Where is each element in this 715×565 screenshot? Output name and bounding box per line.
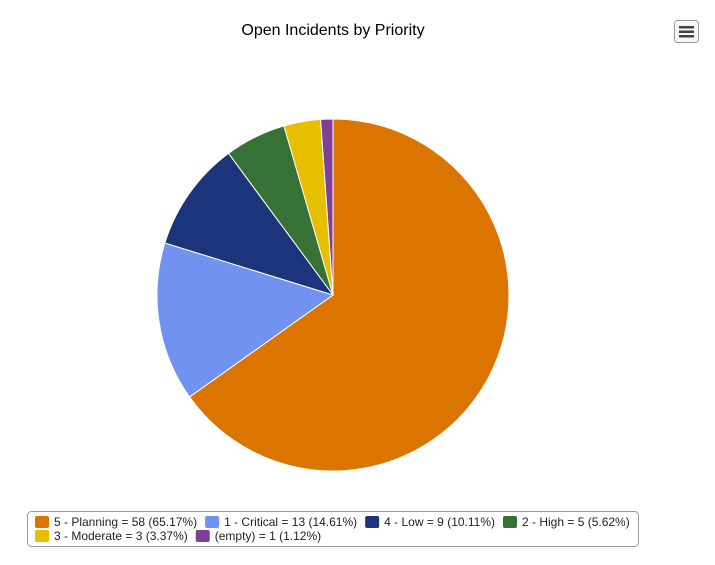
legend-label: (empty) = 1 (1.12%) [215,529,321,543]
legend-item: 2 - High = 5 (5.62%) [503,515,630,529]
legend-swatch [35,516,49,528]
menu-icon-bar [679,30,694,33]
legend-item: 4 - Low = 9 (10.11%) [365,515,495,529]
legend-item: 1 - Critical = 13 (14.61%) [205,515,357,529]
legend-label: 3 - Moderate = 3 (3.37%) [54,529,188,543]
legend-label: 1 - Critical = 13 (14.61%) [224,515,357,529]
legend-label: 4 - Low = 9 (10.11%) [384,515,495,529]
pie-slice [164,152,335,296]
legend-item: (empty) = 1 (1.12%) [195,529,321,543]
menu-button[interactable] [674,20,699,43]
legend-swatch [503,516,517,528]
legend-swatch [35,530,49,542]
legend-swatch [195,530,210,542]
legend-item: 5 - Planning = 58 (65.17%) [35,515,197,529]
chart-title: Open Incidents by Priority [241,22,424,39]
legend-label: 2 - High = 5 (5.62%) [522,515,630,529]
legend-label: 5 - Planning = 58 (65.17%) [54,515,197,529]
pie-slice [320,118,334,296]
menu-icon-bar [679,35,694,38]
legend-item: 3 - Moderate = 3 (3.37%) [35,529,188,543]
legend-frame [27,511,639,547]
legend-swatch [365,516,380,528]
pie-slice [188,118,510,472]
legend-swatch [205,516,220,528]
menu-icon-bar [679,26,694,29]
